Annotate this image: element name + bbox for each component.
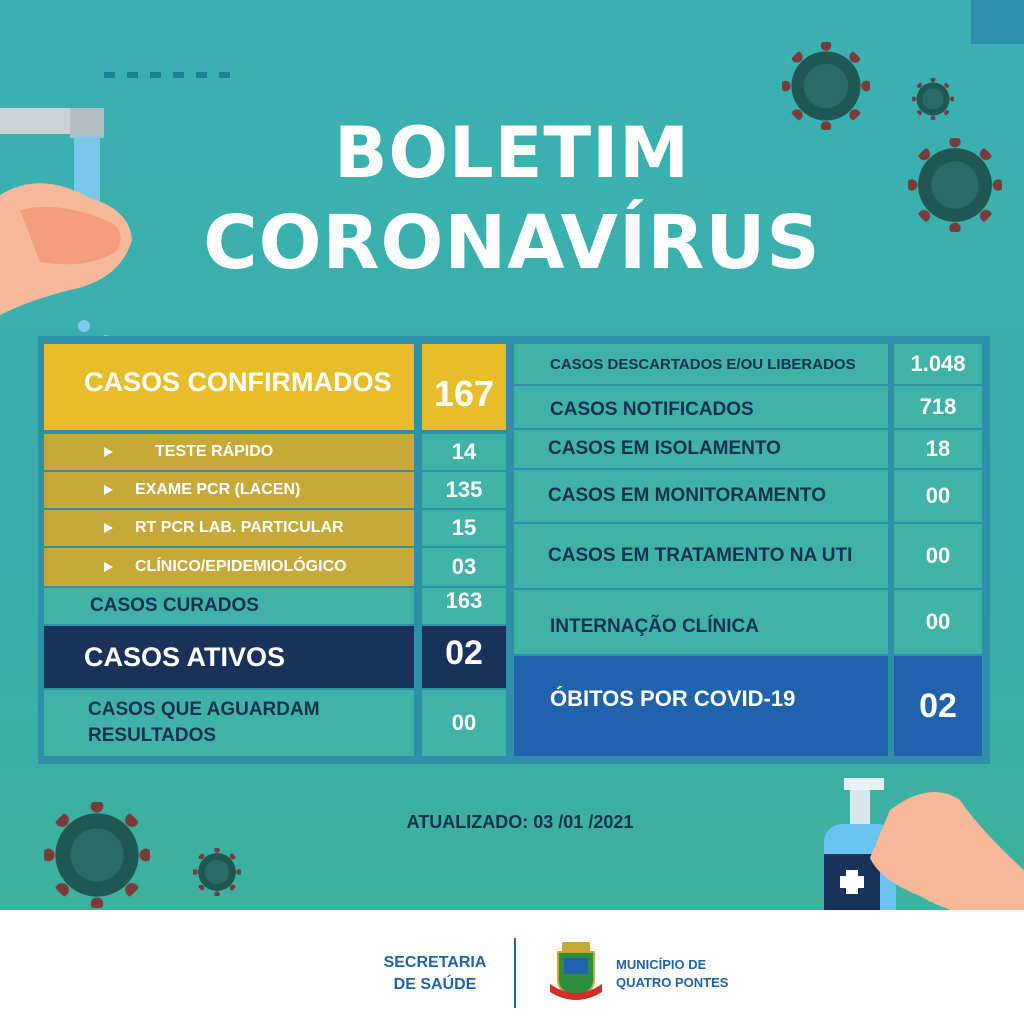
notified-value: 718 [894, 386, 982, 428]
stats-board: CASOS CONFIRMADOS 167 TESTE RÁPIDO 14 EX… [38, 336, 990, 764]
hand-washing-illustration [0, 108, 132, 340]
footer-right-line2: QUATRO PONTES [616, 975, 729, 990]
sub-row-label: TESTE RÁPIDO [44, 434, 414, 470]
play-icon [104, 562, 113, 572]
awaiting-label-line1: CASOS QUE AGUARDAM [88, 699, 320, 720]
active-label: CASOS ATIVOS [44, 626, 414, 688]
sub-value-rt-pcr: 15 [422, 510, 506, 546]
discarded-value: 1.048 [894, 344, 982, 384]
sanitizer-illustration [824, 778, 1024, 926]
isolation-value: 18 [894, 430, 982, 468]
confirmed-value: 167 [422, 344, 506, 430]
confirmed-label: CASOS CONFIRMADOS [44, 344, 414, 430]
awaiting-label: CASOS QUE AGUARDAM RESULTADOS [44, 690, 414, 756]
sub-label-clinical: CLÍNICO/EPIDEMIOLÓGICO [135, 558, 347, 575]
icu-label: CASOS EM TRATAMENTO NA UTI [514, 524, 888, 588]
updated-date: ATUALIZADO: 03 /01 /2021 [406, 812, 634, 832]
clinical-admission-value: 00 [894, 590, 982, 654]
sub-value-clinical: 03 [422, 548, 506, 586]
sub-label-pcr: EXAME PCR (LACEN) [135, 481, 301, 498]
isolation-label: CASOS EM ISOLAMENTO [514, 430, 888, 468]
sub-label-rapid-test: TESTE RÁPIDO [155, 443, 274, 460]
play-icon [104, 523, 113, 533]
corner-block [971, 0, 1024, 44]
notified-label: CASOS NOTIFICADOS [514, 386, 888, 428]
footer-left-line2: DE SAÚDE [393, 976, 477, 993]
play-icon [104, 447, 113, 457]
awaiting-value: 00 [422, 690, 506, 756]
sub-row-label: CLÍNICO/EPIDEMIOLÓGICO [44, 548, 414, 586]
active-value: 02 [422, 626, 506, 688]
footer-left-line1: SECRETARIA [383, 954, 487, 971]
virus-icon [912, 78, 954, 120]
virus-icon [908, 138, 1002, 232]
deaths-value: 02 [894, 656, 982, 756]
sub-row-label: EXAME PCR (LACEN) [44, 472, 414, 508]
awaiting-label-line2: RESULTADOS [88, 725, 217, 746]
monitoring-value: 00 [894, 470, 982, 522]
virus-icon [44, 802, 150, 908]
discarded-label: CASOS DESCARTADOS E/OU LIBERADOS [514, 344, 888, 384]
cured-label: CASOS CURADOS [44, 588, 414, 624]
sub-row-label: RT PCR LAB. PARTICULAR [44, 510, 414, 546]
footer-right-line1: MUNICÍPIO DE [616, 957, 707, 972]
clinical-admission-label: INTERNAÇÃO CLÍNICA [514, 590, 888, 654]
footer [0, 910, 1024, 1024]
monitoring-label: CASOS EM MONITORAMENTO [514, 470, 888, 522]
virus-icon [782, 42, 870, 130]
sub-label-rt-pcr: RT PCR LAB. PARTICULAR [135, 519, 344, 536]
deaths-label: ÓBITOS POR COVID-19 [514, 656, 888, 756]
play-icon [104, 485, 113, 495]
health-secretariat-label: SECRETARIA DE SAÚDE [380, 952, 490, 996]
sub-value-rapid-test: 14 [422, 434, 506, 470]
page-title-line1: BOLETIM [334, 112, 690, 194]
sub-value-pcr: 135 [422, 472, 506, 508]
cured-value: 163 [422, 588, 506, 624]
municipal-crest-icon [550, 942, 602, 1000]
icu-value: 00 [894, 524, 982, 588]
virus-icon [193, 848, 241, 896]
footer-divider [514, 938, 516, 1008]
decorative-dots [104, 72, 230, 78]
municipality-label: MUNICÍPIO DE QUATRO PONTES [616, 956, 728, 992]
page-title-line2: CORONAVÍRUS [203, 200, 821, 286]
